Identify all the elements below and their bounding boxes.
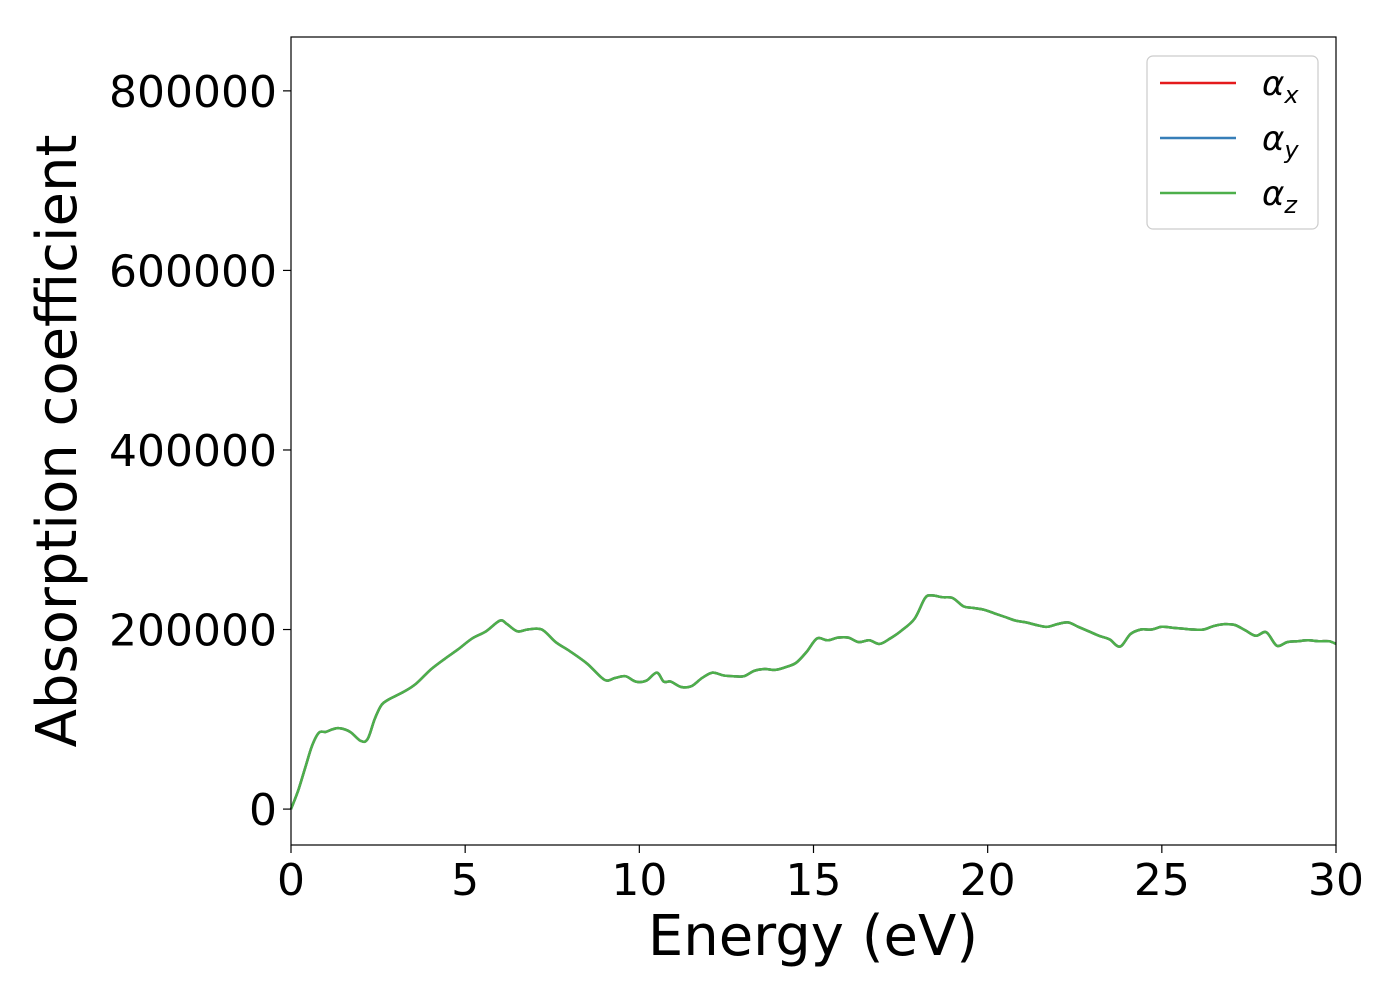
x-tick-label: 30 xyxy=(1308,855,1364,906)
x-tick-label: 15 xyxy=(786,855,842,906)
plot-layer xyxy=(289,594,1337,810)
y-tick-label: 800000 xyxy=(109,67,277,118)
y-tick-label: 0 xyxy=(249,785,277,836)
series-line-alpha-z xyxy=(289,594,1337,810)
y-tick-label: 600000 xyxy=(109,246,277,297)
x-tick-label: 10 xyxy=(611,855,667,906)
legend-label-alpha-x: αx xyxy=(1262,64,1299,109)
y-tick-label: 400000 xyxy=(109,426,277,477)
legend: αx αy αz xyxy=(1146,55,1319,230)
x-tick-label: 20 xyxy=(960,855,1016,906)
legend-label-alpha-z: αz xyxy=(1262,174,1298,219)
y-tick-label: 200000 xyxy=(109,606,277,657)
x-tick-label: 5 xyxy=(451,855,479,906)
x-tick-label: 0 xyxy=(277,855,305,906)
y-axis-label: Absorption coefficient xyxy=(25,135,90,748)
x-axis-label: Energy (eV) xyxy=(648,904,978,969)
y-ticks: 0 200000 400000 600000 800000 xyxy=(109,67,291,836)
x-tick-label: 25 xyxy=(1134,855,1190,906)
legend-box xyxy=(1146,55,1319,230)
x-ticks: 0 5 10 15 20 25 30 xyxy=(277,845,1364,906)
legend-label-alpha-y: αy xyxy=(1262,119,1299,164)
